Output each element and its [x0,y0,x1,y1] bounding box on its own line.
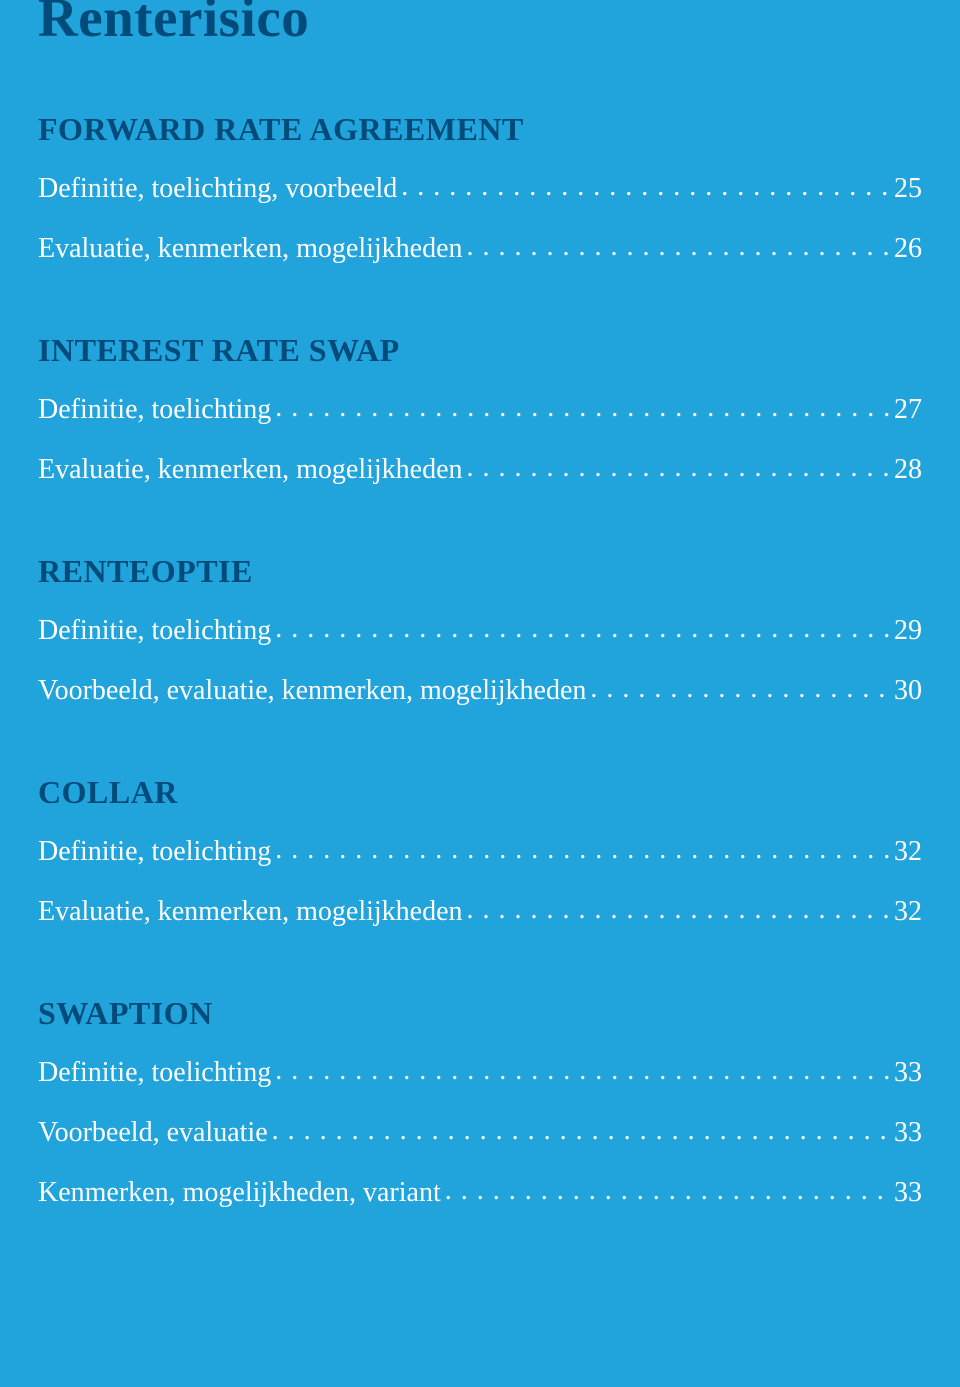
toc-entry-page: 27 [894,389,922,431]
toc-entry-page: 29 [894,610,922,652]
toc-section: SWAPTIONDefinitie, toelichting33Voorbeel… [38,995,922,1214]
section-heading: FORWARD RATE AGREEMENT [38,111,922,148]
toc-entry: Definitie, toelichting 33 [38,1052,922,1094]
toc-leader-dots [586,668,894,710]
toc-entry: Voorbeeld, evaluatie 33 [38,1112,922,1154]
toc-entry-label: Voorbeeld, evaluatie [38,1112,268,1154]
section-heading: COLLAR [38,774,922,811]
toc-entry: Definitie, toelichting 27 [38,389,922,431]
toc-entry-label: Definitie, toelichting [38,831,271,873]
toc-entry-label: Evaluatie, kenmerken, mogelijkheden [38,449,463,491]
toc-entry-label: Definitie, toelichting [38,1052,271,1094]
toc-entry: Voorbeeld, evaluatie, kenmerken, mogelij… [38,670,922,712]
toc-entry-page: 32 [894,891,922,933]
toc-entry-page: 33 [894,1172,922,1214]
toc-sections: FORWARD RATE AGREEMENT Definitie, toelich… [38,111,922,1214]
toc-entry-page: 26 [894,228,922,270]
section-heading: RENTEOPTIE [38,553,922,590]
toc-section: INTEREST RATE SWAP Definitie, toelichting… [38,332,922,491]
toc-entry: Evaluatie, kenmerken, mogelijkheden 28 [38,449,922,491]
toc-entry-label: Evaluatie, kenmerken, mogelijkheden [38,891,463,933]
toc-entry-page: 25 [894,168,922,210]
toc-section: RENTEOPTIE Definitie, toelichting 29 Voorbe… [38,553,922,712]
toc-leader-dots [463,447,894,489]
toc-entry-label: Definitie, toelichting [38,610,271,652]
toc-entry: Definitie, toelichting 32 [38,831,922,873]
toc-entry: Definitie, toelichting, voorbeeld 25 [38,168,922,210]
toc-leader-dots [463,226,894,268]
page-title: Renterisico [38,0,922,49]
toc-entry-label: Voorbeeld, evaluatie, kenmerken, mogelij… [38,670,586,712]
toc-entry-page: 33 [894,1052,922,1094]
toc-leader-dots [271,608,894,650]
toc-entry-page: 28 [894,449,922,491]
toc-entry-page: 30 [894,670,922,712]
toc-entry-label: Definitie, toelichting [38,389,271,431]
toc-entry-label: Definitie, toelichting, voorbeeld [38,168,397,210]
toc-entry-page: 33 [894,1112,922,1154]
toc-leader-dots [397,166,894,208]
toc-leader-dots [271,1050,894,1092]
toc-entry-page: 32 [894,831,922,873]
toc-entry-label: Kenmerken, mogelijkheden, variant [38,1172,441,1214]
section-heading: INTEREST RATE SWAP [38,332,922,369]
toc-entry: Evaluatie, kenmerken, mogelijkheden 26 [38,228,922,270]
toc-leader-dots [463,889,894,931]
section-heading: SWAPTION [38,995,922,1032]
toc-entry: Evaluatie, kenmerken, mogelijkheden 32 [38,891,922,933]
toc-entry: Kenmerken, mogelijkheden, variant 33 [38,1172,922,1214]
toc-section: FORWARD RATE AGREEMENT Definitie, toelich… [38,111,922,270]
toc-leader-dots [441,1170,894,1212]
toc-entry: Definitie, toelichting 29 [38,610,922,652]
toc-section: COLLARDefinitie, toelichting32Evaluatie,… [38,774,922,933]
toc-leader-dots [268,1110,894,1152]
toc-entry-label: Evaluatie, kenmerken, mogelijkheden [38,228,463,270]
toc-leader-dots [271,829,894,871]
toc-leader-dots [271,387,894,429]
